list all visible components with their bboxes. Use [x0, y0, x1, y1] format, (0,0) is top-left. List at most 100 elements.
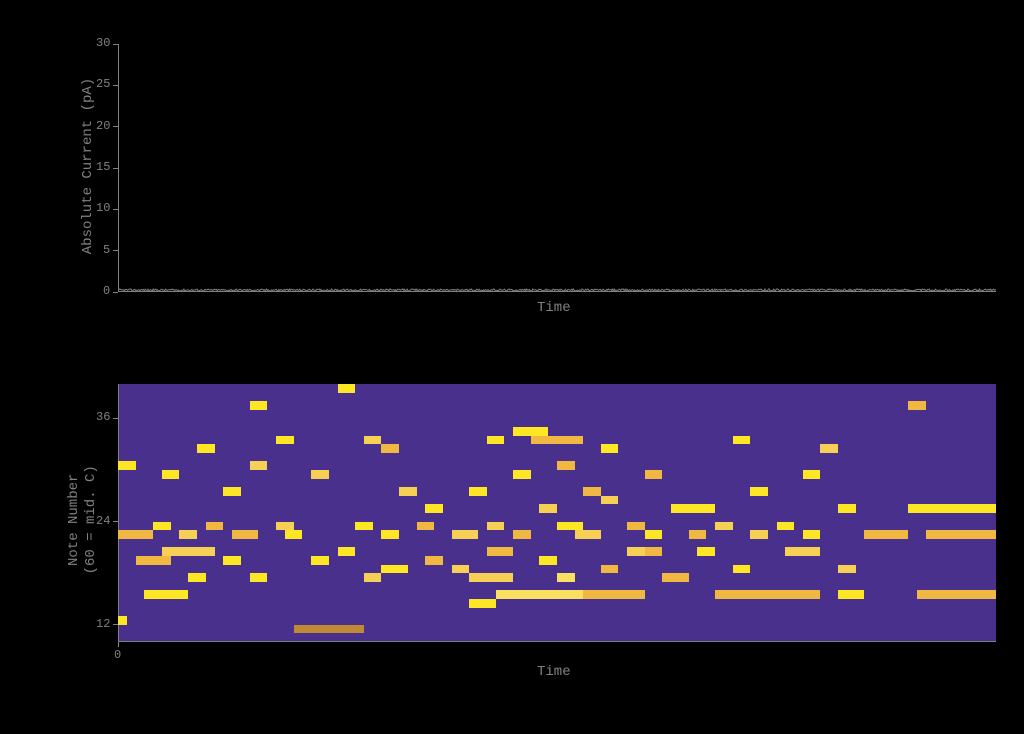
heatmap-cell: [417, 522, 435, 531]
heatmap-cell: [118, 616, 127, 625]
y-axis-spine: [118, 384, 119, 642]
y-tick-label: 25: [96, 77, 110, 91]
heatmap-cell: [364, 573, 382, 582]
y-axis-label: Note Number(60 = mid. C): [66, 420, 100, 620]
heatmap-cell: [803, 470, 821, 479]
heatmap-cell: [469, 573, 513, 582]
heatmap-cell: [908, 504, 996, 513]
heatmap-cell: [355, 522, 373, 531]
heatmap-cell: [645, 470, 663, 479]
heatmap-cell: [452, 530, 478, 539]
heatmap-cell: [487, 436, 505, 445]
heatmap-cell: [671, 504, 715, 513]
heatmap-cell: [733, 565, 751, 574]
bottom-chart: 1224360Note Number(60 = mid. C)Time: [118, 384, 996, 642]
heatmap-cell: [645, 530, 663, 539]
heatmap-cell: [338, 547, 356, 556]
heatmap-cell: [838, 565, 856, 574]
heatmap-cell: [153, 522, 171, 531]
line-series: [118, 44, 996, 292]
heatmap-cell: [557, 461, 575, 470]
heatmap-cell: [206, 522, 224, 531]
y-tick-label: 0: [103, 284, 110, 298]
y-tick-label: 5: [103, 243, 110, 257]
heatmap-cell: [601, 565, 619, 574]
heatmap-cell: [689, 530, 707, 539]
heatmap-cell: [285, 530, 303, 539]
heatmap-cell: [513, 530, 531, 539]
heatmap-cell: [662, 573, 688, 582]
x-tick: [118, 642, 119, 647]
y-tick: [113, 521, 118, 522]
heatmap-cell: [144, 590, 188, 599]
heatmap-cell: [311, 470, 329, 479]
heatmap-cell: [188, 573, 206, 582]
heatmap-cell: [425, 504, 443, 513]
y-tick-label: 20: [96, 119, 110, 133]
heatmap-cell: [557, 522, 583, 531]
heatmap-cell: [232, 530, 258, 539]
heatmap-cell: [250, 461, 268, 470]
heatmap-cell: [250, 573, 268, 582]
y-axis-label: Absolute Current (pA): [80, 66, 96, 266]
heatmap-cell: [926, 530, 996, 539]
heatmap-cell: [276, 436, 294, 445]
y-tick-label: 30: [96, 36, 110, 50]
heatmap-cell: [381, 444, 399, 453]
heatmap-cell: [715, 522, 733, 531]
heatmap-cell: [627, 522, 645, 531]
heatmap-cell: [838, 504, 856, 513]
x-axis-spine: [118, 641, 996, 642]
heatmap-cell: [733, 436, 751, 445]
heatmap-cell: [364, 436, 382, 445]
heatmap-cell: [118, 461, 136, 470]
heatmap-cell: [223, 556, 241, 565]
y-tick: [113, 418, 118, 419]
heatmap-cell: [820, 444, 838, 453]
heatmap-cell: [338, 384, 356, 393]
heatmap-cell: [697, 547, 715, 556]
heatmap-cell: [294, 625, 364, 634]
heatmap-cell: [645, 547, 663, 556]
heatmap-cell: [513, 470, 531, 479]
heatmap-cell: [917, 590, 996, 599]
heatmap-cell: [557, 573, 575, 582]
heatmap-cell: [838, 590, 864, 599]
heatmap-cell: [136, 556, 171, 565]
y-tick-label: 10: [96, 201, 110, 215]
heatmap-cell: [452, 565, 470, 574]
heatmap-cell: [750, 487, 768, 496]
heatmap-cell: [513, 427, 548, 436]
heatmap-cell: [162, 547, 215, 556]
heatmap-cell: [785, 547, 820, 556]
heatmap-cell: [803, 530, 821, 539]
heatmap-cell: [276, 522, 294, 531]
heatmap-cell: [583, 487, 601, 496]
heatmap-cell: [715, 590, 820, 599]
x-axis-label: Time: [537, 664, 571, 680]
x-axis-label: Time: [537, 300, 571, 316]
x-tick-label: 0: [114, 648, 121, 662]
heatmap-cell: [311, 556, 329, 565]
heatmap-cell: [118, 530, 153, 539]
heatmap-cell: [162, 470, 180, 479]
y-tick-label: 15: [96, 160, 110, 174]
heatmap-cell: [539, 504, 557, 513]
heatmap-cell: [750, 530, 768, 539]
heatmap-cell: [864, 530, 908, 539]
heatmap-cell: [908, 401, 926, 410]
heatmap-cell: [777, 522, 795, 531]
heatmap-cell: [381, 530, 399, 539]
heatmap-cell: [487, 522, 505, 531]
top-chart: 051015202530Absolute Current (pA)Time: [118, 44, 996, 292]
heatmap-cell: [399, 487, 417, 496]
heatmap-cell: [601, 444, 619, 453]
figure: 051015202530Absolute Current (pA)Time 12…: [0, 0, 1024, 734]
heatmap-cell: [487, 547, 513, 556]
heatmap-cell: [179, 530, 197, 539]
heatmap-cell: [197, 444, 215, 453]
heatmap-cell: [539, 556, 557, 565]
heatmap-cell: [425, 556, 443, 565]
heatmap-cell: [223, 487, 241, 496]
heatmap-cell: [601, 496, 619, 505]
